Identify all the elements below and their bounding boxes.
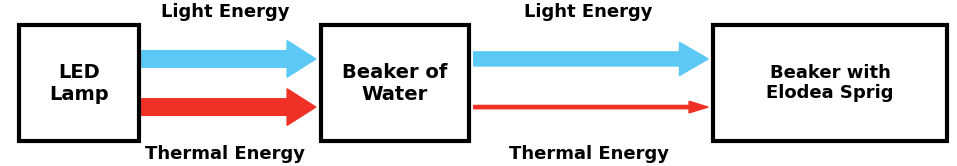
FancyArrow shape xyxy=(474,101,708,113)
Text: Beaker of
Water: Beaker of Water xyxy=(342,63,448,103)
Bar xyxy=(321,25,469,141)
Text: Thermal Energy: Thermal Energy xyxy=(145,145,305,163)
Bar xyxy=(19,25,139,141)
FancyArrow shape xyxy=(142,41,316,77)
FancyArrow shape xyxy=(142,89,316,125)
Text: Beaker with
Elodea Sprig: Beaker with Elodea Sprig xyxy=(767,64,894,102)
Text: Light Energy: Light Energy xyxy=(524,3,653,21)
Text: Thermal Energy: Thermal Energy xyxy=(508,145,669,163)
Text: Light Energy: Light Energy xyxy=(161,3,289,21)
FancyArrow shape xyxy=(474,42,708,76)
Text: LED
Lamp: LED Lamp xyxy=(49,63,109,103)
Bar xyxy=(713,25,947,141)
